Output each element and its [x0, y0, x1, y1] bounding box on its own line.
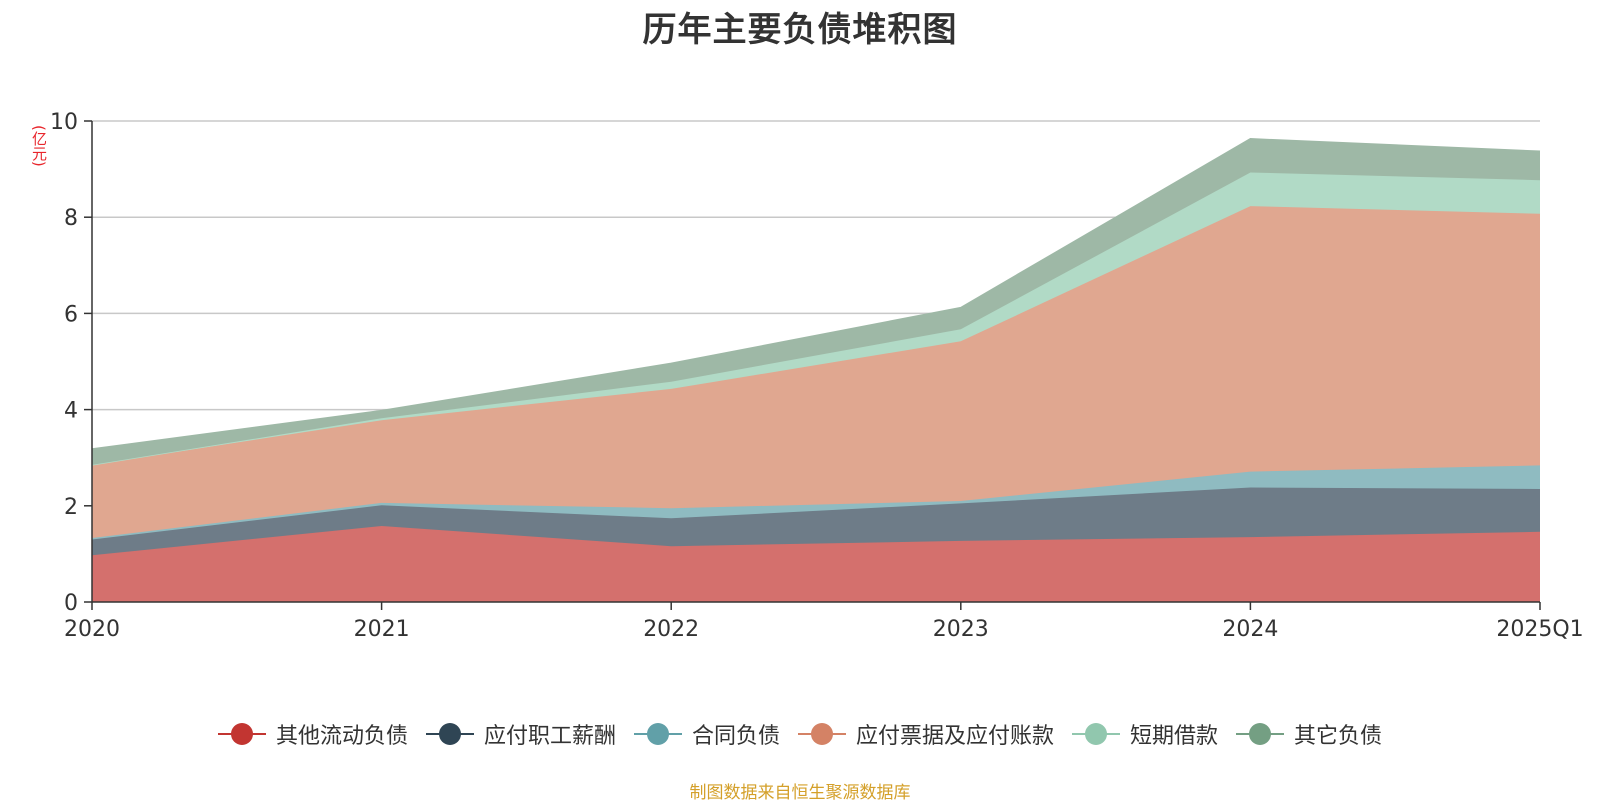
area-series-6	[92, 138, 1540, 465]
stacked-area-chart: 0 2 4 6 8 10 2020 2021 2022 2023 2024 2025Q1	[50, 110, 1584, 642]
x-tick-label: 2022	[643, 617, 699, 642]
area-edge-series-2	[91, 486, 1541, 541]
legend-label: 其他流动负债	[275, 724, 408, 749]
source-note: 制图数据来自恒生聚源数据库	[689, 783, 911, 803]
legend-label: 应付职工薪酬	[483, 724, 616, 749]
legend-marker-icon	[798, 722, 846, 746]
legend-label: 短期借款	[1130, 724, 1219, 749]
x-tick-label: 2025Q1	[1496, 617, 1583, 642]
legend-label: 其它负债	[1294, 724, 1383, 749]
area-series-1	[92, 526, 1540, 602]
x-tick-label: 2024	[1222, 617, 1278, 642]
axes: 0 2 4 6 8 10 2020 2021 2022 2023 2024 2025Q1	[50, 110, 1584, 642]
area-series-2	[92, 487, 1540, 556]
y-tick-label: 6	[64, 302, 78, 327]
y-tick-label: 2	[64, 495, 78, 520]
area-series-4	[92, 206, 1540, 538]
legend-marker-icon	[1236, 722, 1285, 746]
y-tick-label: 8	[64, 206, 78, 231]
legend-item[interactable]: 应付票据及应付账款	[798, 718, 1054, 750]
legend-label: 应付票据及应付账款	[856, 724, 1055, 749]
x-tick-label: 2023	[933, 617, 989, 642]
legend-item[interactable]: 合同负债	[633, 718, 780, 750]
y-axis-unit-label: (亿元)	[30, 125, 48, 167]
y-tick-label: 10	[50, 110, 78, 135]
legend-marker-icon	[633, 722, 682, 746]
x-tick-label: 2020	[64, 617, 120, 642]
y-tick-label: 4	[64, 399, 78, 424]
legend-item[interactable]: 其他流动负债	[217, 718, 408, 750]
legend: 其他流动负债 应付职工薪酬 合同负债 应付票据及应付账款 短期借款 其它负债	[0, 718, 1600, 750]
legend-marker-icon	[425, 722, 474, 746]
y-tick-label: 0	[64, 591, 78, 616]
x-tick-label: 2021	[354, 617, 410, 642]
legend-marker-icon	[217, 722, 266, 746]
area-layers	[91, 138, 1541, 602]
legend-item[interactable]: 其它负债	[1236, 718, 1382, 750]
chart-title: 历年主要负债堆积图	[642, 10, 958, 50]
legend-item[interactable]: 短期借款	[1072, 718, 1218, 750]
area-series-5	[92, 172, 1540, 465]
area-series-3	[92, 465, 1540, 540]
legend-label: 合同负债	[691, 724, 780, 749]
area-edge-series-6	[91, 138, 1541, 450]
legend-marker-icon	[1072, 722, 1121, 746]
legend-item[interactable]: 应付职工薪酬	[425, 718, 616, 750]
